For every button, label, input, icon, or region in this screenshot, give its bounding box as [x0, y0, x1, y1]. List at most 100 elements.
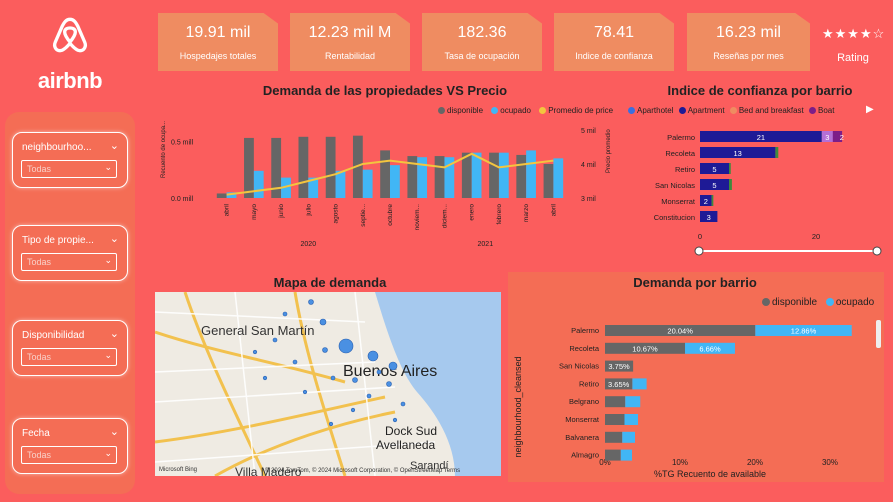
- airbnb-logo-icon: [52, 17, 88, 53]
- filter-select[interactable]: Todas ⌄: [21, 446, 117, 464]
- chart-title: Demanda de las propiedades VS Precio: [262, 83, 508, 98]
- bar-ocupado: [335, 170, 346, 198]
- legend-dot-icon: [678, 107, 686, 115]
- filter-label: Tipo de propie...: [22, 235, 94, 246]
- y2-tick-label: 3 mil: [581, 196, 596, 203]
- filter-select[interactable]: Todas ⌄: [21, 348, 117, 366]
- category-label: San Nicolas: [655, 181, 695, 190]
- category-label: Recoleta: [569, 344, 599, 353]
- map-label-san-martin: General San Martín: [201, 323, 314, 338]
- x-tick-label: octubre: [387, 204, 394, 226]
- bar-ocupado: [685, 342, 735, 354]
- legend-dot-icon: [491, 107, 499, 115]
- category-label: Almagro: [571, 451, 599, 460]
- filter-fecha[interactable]: Fecha ⌄ Todas ⌄: [12, 418, 128, 474]
- bar-disponible: [605, 414, 625, 425]
- filter-value: Todas: [27, 352, 52, 362]
- legend-next-icon[interactable]: ▶: [866, 104, 874, 115]
- category-label: Retiro: [675, 165, 695, 174]
- legend-dot-icon: [825, 298, 834, 307]
- legend-label: Boat: [818, 106, 835, 115]
- legend-dot-icon: [628, 107, 635, 115]
- filter-value: Todas: [27, 450, 52, 460]
- x-tick-label: septie...: [360, 204, 367, 227]
- year-label: 2021: [478, 241, 494, 248]
- range-slider-handle: [694, 246, 704, 256]
- x-tick-label: abril: [550, 203, 557, 216]
- bar-value-label: 10.67%: [632, 344, 658, 353]
- kpi-label: Tasa de ocupación: [444, 51, 520, 61]
- x-tick-label: enero: [469, 204, 476, 221]
- rating-label: Rating: [837, 52, 869, 64]
- line-price: [226, 152, 554, 196]
- chart-legend: Aparthotel Apartment Bed and breakfast B…: [626, 106, 876, 115]
- filter-neighbourhood[interactable]: neighbourhoo... ⌄ Todas ⌄: [12, 132, 128, 188]
- filter-select[interactable]: Todas ⌄: [21, 160, 117, 178]
- filter-select[interactable]: Todas ⌄: [21, 253, 117, 271]
- kpi-label: Reseñas por mes: [713, 51, 784, 61]
- chevron-down-icon[interactable]: ⌄: [109, 328, 119, 340]
- chart-title: Demanda por barrio: [633, 275, 757, 290]
- chevron-down-icon[interactable]: ⌄: [109, 140, 119, 152]
- chevron-down-icon: ⌄: [104, 162, 112, 172]
- map-label-dock-sud: Dock Sud: [385, 424, 437, 438]
- chevron-down-icon: ⌄: [104, 350, 112, 360]
- chevron-down-icon[interactable]: ⌄: [109, 426, 119, 438]
- bar-segment: [711, 195, 714, 206]
- bar-ocupado: [620, 449, 632, 461]
- legend-label: ocupado: [835, 297, 875, 308]
- bar-ocupado: [253, 170, 264, 198]
- map-canvas: General San Martín Buenos Aires Dock Sud…: [155, 292, 501, 476]
- demanda-barrio-panel: [508, 272, 884, 482]
- bar-ocupado: [632, 378, 647, 390]
- bar-segment: [824, 131, 843, 142]
- legend-dot-icon: [762, 298, 770, 307]
- category-label: Constitucion: [654, 213, 695, 222]
- demanda-precio-chart: Recuento de ocupa... Precio promedio 0.5 m…: [161, 121, 612, 248]
- bar-ocupado: [417, 157, 428, 198]
- category-label: Monserrat: [661, 197, 696, 206]
- chart-title: Indice de confianza por barrio: [667, 83, 853, 98]
- bar-disponible: [605, 325, 756, 336]
- rating-card: ★★★★☆ Rating: [822, 14, 884, 70]
- x-tick-label: marzo: [523, 204, 530, 222]
- bar-value-label: 5: [712, 181, 716, 190]
- demand-map[interactable]: General San Martín Buenos Aires Dock Sud…: [155, 292, 501, 476]
- bar-value-label: 21: [757, 133, 765, 142]
- legend-label: Aparthotel: [637, 106, 674, 115]
- bar-disponible: [489, 152, 499, 198]
- bar-value-label: 2: [840, 133, 844, 142]
- y2-axis-label: Precio promedio: [606, 129, 612, 173]
- bar-disponible: [605, 431, 623, 443]
- bar-value-label: 3.65%: [608, 380, 630, 389]
- bar-disponible: [325, 136, 336, 198]
- chevron-down-icon[interactable]: ⌄: [109, 233, 119, 245]
- bar-ocupado: [755, 325, 852, 336]
- bar-ocupado: [622, 431, 635, 443]
- filter-tipo[interactable]: Tipo de propie... ⌄ Todas ⌄: [12, 225, 128, 281]
- y-axis-label: neighbourhood_cleansed: [513, 356, 523, 457]
- confianza-barrio-chart: Palermo 21 Recoleta 13 Retiro 5 San Nicolas 5 Mo…: [654, 131, 882, 256]
- map-provider: Microsoft Bing: [159, 467, 197, 473]
- bar-ocupado: [526, 150, 536, 198]
- legend-dot-icon: [438, 107, 445, 115]
- bar-disponible: [271, 137, 282, 198]
- x-axis-label: %TG Recuento de available: [654, 469, 766, 479]
- filter-disponibilidad[interactable]: Disponibilidad ⌄ Todas ⌄: [12, 320, 128, 376]
- legend-dot-icon: [539, 107, 547, 115]
- legend-label: disponible: [447, 106, 484, 115]
- category-label: Palermo: [667, 133, 695, 142]
- bar-value-label: 13: [734, 149, 742, 158]
- bar-disponible: [380, 150, 390, 198]
- category-label: San Nicolas: [559, 362, 599, 371]
- x-tick-label: junio: [278, 204, 285, 219]
- y-axis-label: Recuento de ocupa...: [161, 121, 167, 178]
- x-tick-label: febrero: [496, 204, 503, 225]
- map-attribution[interactable]: © 2024 TomTom, © 2024 Microsoft Corporat…: [265, 467, 460, 474]
- kpi-value: 182.36: [457, 24, 507, 41]
- legend-label: Promedio de price: [548, 106, 614, 115]
- bar-value-label: 3: [825, 133, 829, 142]
- bar-extra: [821, 131, 833, 142]
- category-label: Palermo: [571, 326, 599, 335]
- bar-disponible: [605, 360, 634, 372]
